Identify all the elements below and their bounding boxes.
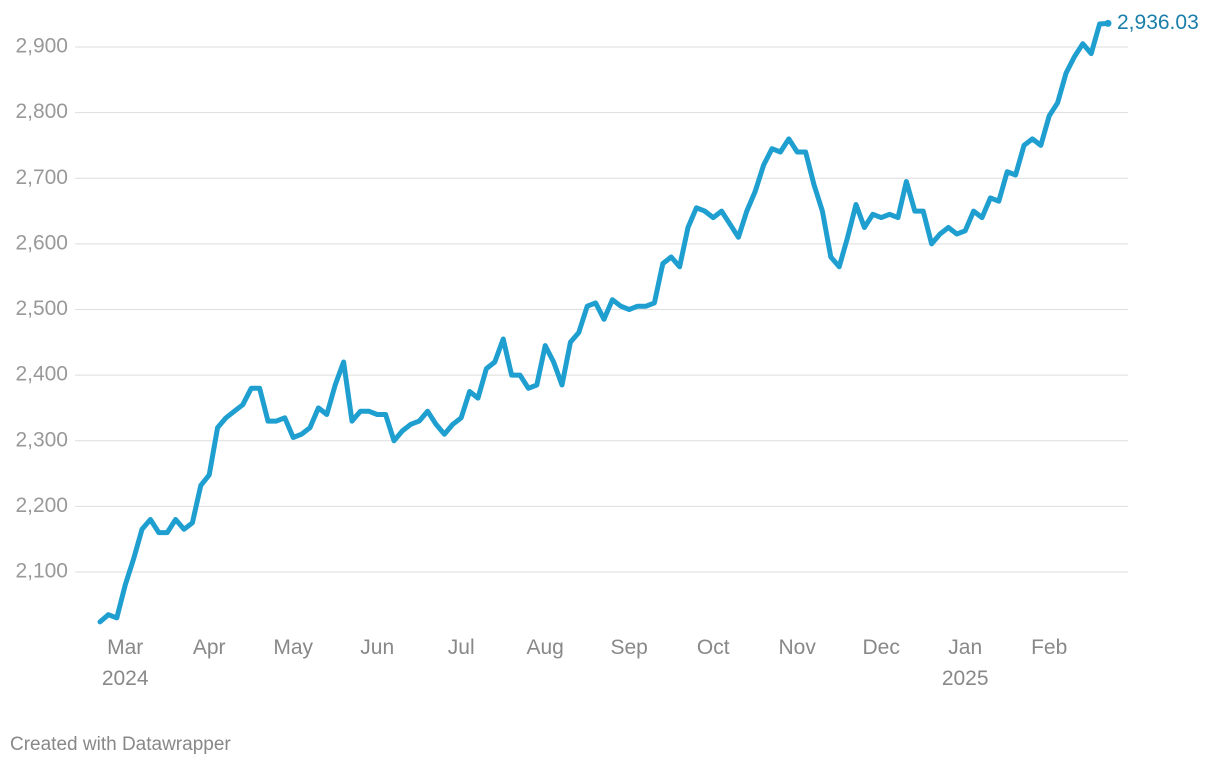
x-tick-label: Sep (611, 636, 648, 659)
value-label: 2,936.03 (1117, 11, 1199, 34)
y-tick-label: 2,400 (15, 363, 68, 386)
x-tick-label: Feb (1031, 636, 1067, 659)
x-tick-label: Jun (360, 636, 394, 659)
y-tick-label: 2,500 (15, 297, 68, 320)
x-tick-label: Jan 2025 (942, 636, 989, 690)
end-point (1104, 19, 1112, 27)
y-tick-label: 2,600 (15, 231, 68, 254)
x-tick-label: Oct (697, 636, 730, 659)
x-tick-label: Jul (448, 636, 475, 659)
x-tick-label: May (273, 636, 313, 659)
y-tick-label: 2,800 (15, 100, 68, 123)
y-tick-label: 2,900 (15, 35, 68, 58)
y-tick-label: 2,700 (15, 166, 68, 189)
x-tick-label: Mar 2024 (102, 636, 149, 690)
y-tick-label: 2,100 (15, 560, 68, 583)
x-tick-label: Apr (193, 636, 226, 659)
y-tick-label: 2,200 (15, 494, 68, 517)
x-tick-label: Dec (863, 636, 900, 659)
line (97, 20, 1111, 625)
x-tick-label: Nov (779, 636, 817, 659)
x-tick-label: Aug (527, 636, 564, 659)
credit: Created with Datawrapper (10, 734, 231, 755)
y-tick-label: 2,300 (15, 428, 68, 451)
